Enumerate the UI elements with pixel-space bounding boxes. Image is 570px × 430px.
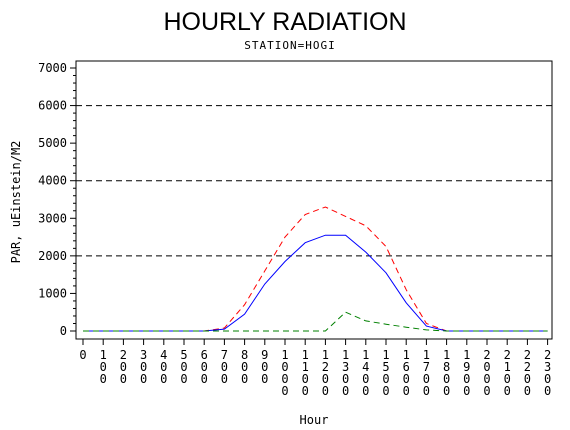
y-axis: 0 1000 2000 3000 4000 5000 6000 7000 xyxy=(38,61,76,338)
chart-title: HOURLY RADIATION xyxy=(163,8,406,36)
series-line-3 xyxy=(83,311,548,332)
x-tick-label: 0 xyxy=(79,348,86,362)
plot-area xyxy=(75,60,553,340)
series-line-1 xyxy=(83,206,548,332)
y-tick-label: 0 xyxy=(60,324,67,338)
y-tick-label: 7000 xyxy=(38,61,67,75)
data-series xyxy=(83,206,548,332)
y-axis-label: PAR, uEinstein/M2 xyxy=(9,141,23,264)
chart-subtitle: STATION=HOGI xyxy=(244,39,335,52)
y-tick-label: 3000 xyxy=(38,211,67,225)
y-tick-label: 6000 xyxy=(38,99,67,113)
y-tick-label: 2000 xyxy=(38,249,67,263)
y-tick-label: 5000 xyxy=(38,136,67,150)
y-tick-label: 1000 xyxy=(38,286,67,300)
series-line-2 xyxy=(83,234,548,332)
x-axis: 0 1 0 0 2 0 0 3 0 0 4 0 0 5 0 0 6 0 0 7 0 0 8 0 0 9 0 0 1 0 0 0 1 1 0 0 1 2 0 0… xyxy=(79,339,551,398)
grid-lines xyxy=(76,105,552,257)
x-axis-label: Hour xyxy=(300,413,329,427)
y-tick-label: 4000 xyxy=(38,174,67,188)
